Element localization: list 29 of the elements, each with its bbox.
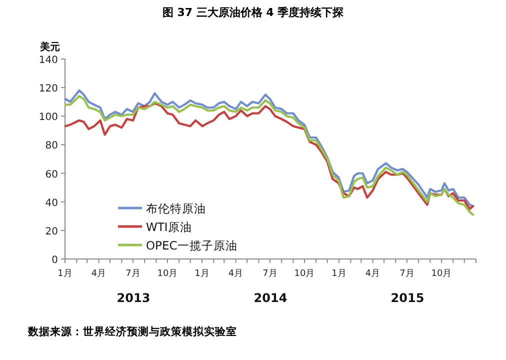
x-tick-label: 10月 xyxy=(431,269,452,279)
legend-label: WTI原油 xyxy=(146,220,192,234)
x-tick-label: 1月 xyxy=(332,269,346,279)
legend-label: OPEC一揽子原油 xyxy=(146,238,238,252)
y-tick-label: 20 xyxy=(45,226,58,238)
text: 2013 xyxy=(116,291,150,305)
text: 2015 xyxy=(390,291,424,305)
y-tick-label: 100 xyxy=(38,112,58,124)
x-tick-label: 7月 xyxy=(126,269,140,279)
x-tick-label: 10月 xyxy=(294,269,315,279)
chart-title: 图 37 三大原油价格 4 季度持续下探 xyxy=(162,6,345,19)
legend-label: 布伦特原油 xyxy=(146,202,206,216)
x-tick-label: 7月 xyxy=(400,269,414,279)
y-axis-title: 美元 xyxy=(39,41,60,53)
y-tick-label: 140 xyxy=(38,55,58,66)
x-tick-label: 4月 xyxy=(365,269,380,279)
x-tick-label: 7月 xyxy=(262,269,278,279)
x-tick-label: 4月 xyxy=(228,269,244,279)
y-tick-label: 120 xyxy=(38,84,58,95)
y-tick-label: 60 xyxy=(45,169,58,180)
x-tick-label: 1月 xyxy=(194,269,210,279)
x-tick-label: 10月 xyxy=(157,269,178,279)
x-tick-label: 4月 xyxy=(91,269,106,279)
x-tick-label: 1月 xyxy=(58,269,72,279)
y-tick-label: 0 xyxy=(52,255,58,266)
y-tick-label: 40 xyxy=(45,198,58,209)
source-note: 数据来源：世界经济预测与政策模拟实验室 xyxy=(27,325,237,338)
text: 2014 xyxy=(254,291,288,305)
y-tick-label: 80 xyxy=(45,140,58,152)
